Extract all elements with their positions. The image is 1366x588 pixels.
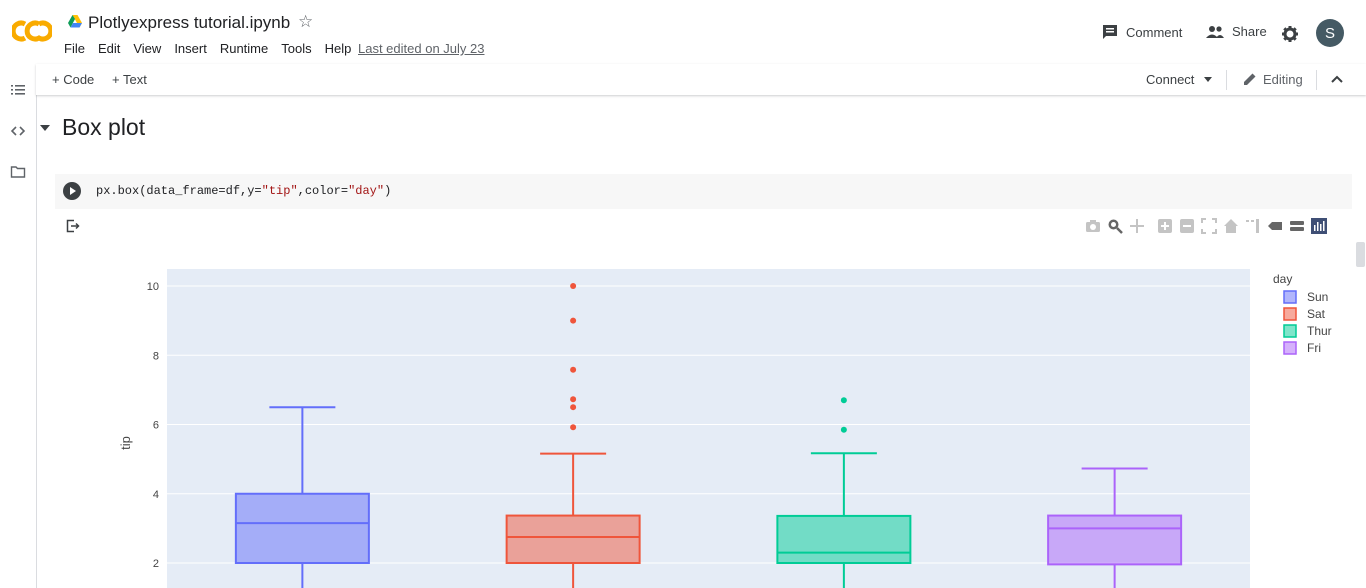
- notebook-title[interactable]: Plotlyexpress tutorial.ipynb: [88, 13, 291, 32]
- plotly-logo-icon[interactable]: [1311, 218, 1327, 234]
- plotly-modebar: [1085, 218, 1333, 234]
- outlier-point: [840, 426, 847, 433]
- autoscale-icon[interactable]: [1201, 218, 1217, 234]
- outlier-point: [840, 397, 847, 404]
- left-rail: [0, 64, 37, 588]
- legend-swatch: [1283, 290, 1297, 304]
- star-icon[interactable]: ☆: [298, 12, 314, 31]
- last-edited-link[interactable]: Last edited on July 23: [358, 41, 485, 56]
- box-thur: [776, 514, 912, 565]
- chevron-down-icon[interactable]: [1204, 77, 1212, 82]
- code-string: "tip": [261, 184, 298, 198]
- run-cell-button[interactable]: [63, 182, 81, 200]
- menu-help[interactable]: Help: [324, 41, 352, 56]
- y-tick-label: 6: [153, 420, 159, 432]
- add-code-button[interactable]: + Code: [52, 72, 95, 87]
- legend-swatch: [1283, 307, 1297, 321]
- menu-edit[interactable]: Edit: [97, 41, 121, 56]
- people-icon: [1206, 25, 1224, 38]
- code-suffix: ): [384, 184, 392, 198]
- menu-runtime[interactable]: Runtime: [219, 41, 269, 56]
- notebook-toolbar: + Code + Text Connect Editing: [36, 64, 1366, 95]
- connect-button[interactable]: Connect: [1146, 72, 1195, 87]
- menu-file[interactable]: File: [64, 41, 85, 56]
- outlier-point: [570, 283, 577, 289]
- comment-icon: [1103, 25, 1117, 39]
- colab-logo[interactable]: [12, 16, 52, 46]
- zoom-in-icon[interactable]: [1157, 218, 1173, 234]
- y-tick-label: 10: [147, 281, 159, 293]
- cell-code[interactable]: px.box(data_frame=df,y="tip",color="day"…: [96, 184, 391, 198]
- code-cell[interactable]: px.box(data_frame=df,y="tip",color="day"…: [55, 174, 1352, 209]
- legend-title: day: [1273, 272, 1292, 286]
- box-fri: [1047, 514, 1183, 566]
- toolbar-divider: [1226, 70, 1227, 90]
- legend-item-fri: Fri: [1307, 341, 1321, 355]
- header: Plotlyexpress tutorial.ipynb ☆ File Edit…: [0, 0, 1366, 65]
- spike-lines-icon[interactable]: [1245, 218, 1261, 234]
- y-tick-label: 2: [153, 558, 159, 570]
- share-label: Share: [1232, 24, 1267, 39]
- code-string: "day": [348, 184, 385, 198]
- legend-swatch: [1283, 341, 1297, 355]
- output-scrollbar[interactable]: [1356, 242, 1365, 267]
- outlier-point: [570, 396, 577, 403]
- menu-tools[interactable]: Tools: [281, 41, 312, 56]
- code-snippets-icon[interactable]: [10, 123, 26, 139]
- outlier-point: [570, 317, 577, 324]
- outlier-point: [570, 366, 577, 373]
- table-of-contents-icon[interactable]: [10, 82, 26, 98]
- outlier-point: [570, 424, 577, 431]
- section-heading: Box plot: [62, 114, 146, 140]
- y-tick-label: 4: [153, 489, 159, 501]
- box-sun: [234, 492, 370, 564]
- box-plot-chart[interactable]: 2 4 6 8 10 tip day Sun Sat Thur Fri: [100, 262, 1356, 588]
- y-axis-title: tip: [118, 436, 133, 450]
- y-tick-label: 8: [153, 350, 159, 362]
- pan-icon[interactable]: [1129, 218, 1145, 234]
- legend-item-sun: Sun: [1307, 290, 1328, 304]
- legend-item-sat: Sat: [1307, 307, 1326, 321]
- google-drive-icon[interactable]: [68, 15, 82, 28]
- zoom-out-icon[interactable]: [1179, 218, 1195, 234]
- hover-closest-icon[interactable]: [1267, 218, 1283, 234]
- code-prefix: px.box(data_frame=df,y=: [96, 184, 262, 198]
- code-mid: ,color=: [297, 184, 349, 198]
- box-sat: [505, 514, 641, 564]
- avatar[interactable]: S: [1316, 19, 1344, 47]
- outlier-point: [570, 404, 577, 411]
- comment-button[interactable]: Comment: [1102, 24, 1182, 40]
- hover-compare-icon[interactable]: [1289, 218, 1305, 234]
- home-icon[interactable]: [1223, 218, 1239, 234]
- menu-insert[interactable]: Insert: [174, 41, 207, 56]
- chevron-up-icon[interactable]: [1331, 74, 1343, 84]
- comment-label: Comment: [1126, 24, 1183, 40]
- camera-icon[interactable]: [1085, 218, 1101, 234]
- gear-icon[interactable]: [1282, 26, 1298, 42]
- editing-mode-button[interactable]: Editing: [1263, 72, 1303, 87]
- legend-item-thur: Thur: [1307, 324, 1332, 338]
- section-collapse-caret[interactable]: [40, 125, 50, 131]
- toolbar-divider: [1316, 70, 1317, 90]
- add-text-button[interactable]: + Text: [112, 72, 147, 87]
- legend-swatch: [1283, 324, 1297, 338]
- folder-icon[interactable]: [10, 164, 26, 180]
- pencil-icon: [1244, 73, 1256, 85]
- zoom-icon[interactable]: [1107, 218, 1123, 234]
- menu-bar: File Edit View Insert Runtime Tools Help: [64, 41, 364, 56]
- share-button[interactable]: Share: [1206, 24, 1267, 39]
- output-menu-icon[interactable]: [66, 219, 80, 233]
- menu-view[interactable]: View: [133, 41, 162, 56]
